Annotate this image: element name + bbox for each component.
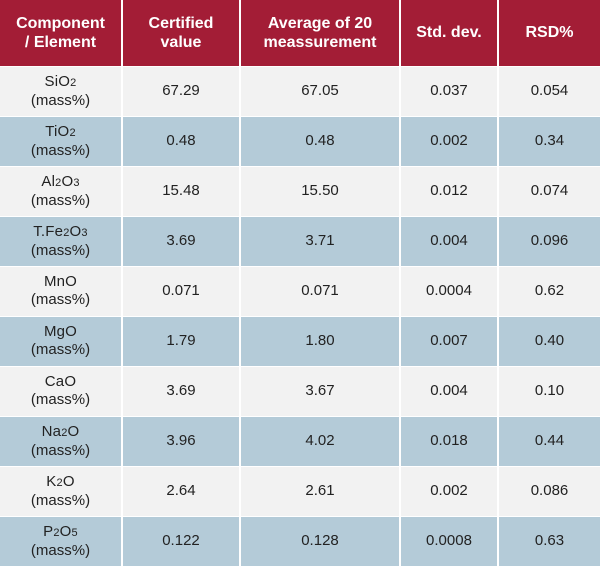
component-formula: MgO: [43, 323, 78, 340]
std-dev-cell: 0.002: [400, 465, 499, 516]
table-row: T.Fe2O3 (mass%) 3.69 3.71 0.004 0.096: [0, 215, 600, 266]
header-rsd: RSD%: [498, 0, 600, 66]
std-dev-cell: 0.018: [400, 415, 499, 466]
certified-value-cell: 15.48: [122, 165, 241, 216]
component-cell: P2O5 (mass%): [0, 515, 123, 566]
table-row: MgO (mass%) 1.79 1.80 0.007 0.40: [0, 315, 600, 366]
header-line: RSD%: [525, 24, 574, 42]
table-row: SiO2 (mass%) 67.29 67.05 0.037 0.054: [0, 65, 600, 116]
certified-value-cell: 67.29: [122, 65, 241, 116]
component-unit: (mass%): [30, 191, 91, 209]
average-cell: 67.05: [240, 65, 401, 116]
component-formula: TiO2: [45, 122, 76, 140]
component-cell: MnO (mass%): [0, 265, 123, 316]
table-row: K2O (mass%) 2.64 2.61 0.002 0.086: [0, 465, 600, 516]
header-certified-value: Certified value: [122, 0, 241, 66]
table-row: P2O5 (mass%) 0.122 0.128 0.0008 0.63: [0, 515, 600, 566]
std-dev-cell: 0.004: [400, 215, 499, 266]
header-line: Average of 20: [267, 14, 373, 32]
table-row: Na2O (mass%) 3.96 4.02 0.018 0.44: [0, 415, 600, 466]
rsd-cell: 0.62: [498, 265, 600, 316]
rsd-cell: 0.086: [498, 465, 600, 516]
component-unit: (mass%): [30, 391, 91, 408]
average-cell: 3.67: [240, 365, 401, 416]
rsd-cell: 0.44: [498, 415, 600, 466]
rsd-cell: 0.34: [498, 115, 600, 166]
header-line: / Element: [24, 33, 97, 51]
std-dev-cell: 0.037: [400, 65, 499, 116]
component-formula: K2O: [46, 472, 75, 490]
average-cell: 15.50: [240, 165, 401, 216]
rsd-cell: 0.074: [498, 165, 600, 216]
header-line: Component: [16, 14, 105, 32]
header-line: value: [160, 33, 202, 51]
rsd-cell: 0.054: [498, 65, 600, 116]
certified-value-cell: 2.64: [122, 465, 241, 516]
component-formula: P2O5: [43, 522, 78, 540]
component-formula: CaO: [44, 373, 77, 390]
component-cell: T.Fe2O3 (mass%): [0, 215, 123, 266]
component-cell: K2O (mass%): [0, 465, 123, 516]
certified-value-cell: 0.48: [122, 115, 241, 166]
std-dev-cell: 0.012: [400, 165, 499, 216]
header-line: meassurement: [263, 33, 377, 51]
component-formula: T.Fe2O3: [33, 222, 88, 240]
component-cell: TiO2 (mass%): [0, 115, 123, 166]
component-formula: Al2O3: [41, 172, 80, 190]
certified-value-cell: 1.79: [122, 315, 241, 366]
component-formula: MnO: [43, 273, 78, 290]
average-cell: 0.071: [240, 265, 401, 316]
component-unit: (mass%): [30, 91, 91, 109]
rsd-cell: 0.10: [498, 365, 600, 416]
table-row: CaO (mass%) 3.69 3.67 0.004 0.10: [0, 365, 600, 416]
average-cell: 3.71: [240, 215, 401, 266]
header-line: Certified: [148, 14, 214, 32]
component-formula: SiO2: [44, 72, 77, 90]
table-row: Al2O3 (mass%) 15.48 15.50 0.012 0.074: [0, 165, 600, 216]
header-line: Std. dev.: [416, 24, 482, 42]
header-row: Component / Element Certified value Averag…: [0, 0, 600, 66]
component-unit: (mass%): [30, 141, 91, 159]
std-dev-cell: 0.004: [400, 365, 499, 416]
component-cell: MgO (mass%): [0, 315, 123, 366]
rsd-cell: 0.40: [498, 315, 600, 366]
average-cell: 0.48: [240, 115, 401, 166]
rsd-cell: 0.096: [498, 215, 600, 266]
std-dev-cell: 0.0008: [400, 515, 499, 566]
component-unit: (mass%): [30, 291, 91, 308]
component-unit: (mass%): [30, 441, 91, 459]
component-unit: (mass%): [30, 341, 91, 358]
average-cell: 2.61: [240, 465, 401, 516]
component-cell: Na2O (mass%): [0, 415, 123, 466]
std-dev-cell: 0.002: [400, 115, 499, 166]
certified-value-cell: 0.071: [122, 265, 241, 316]
header-average: Average of 20 meassurement: [240, 0, 401, 66]
component-cell: Al2O3 (mass%): [0, 165, 123, 216]
average-cell: 4.02: [240, 415, 401, 466]
table-body: SiO2 (mass%) 67.29 67.05 0.037 0.054 TiO2 (mass…: [0, 65, 600, 566]
component-formula: Na2O: [41, 422, 80, 440]
component-unit: (mass%): [30, 541, 91, 559]
table-row: MnO (mass%) 0.071 0.071 0.0004 0.62: [0, 265, 600, 316]
rsd-cell: 0.63: [498, 515, 600, 566]
header-std-dev: Std. dev.: [400, 0, 499, 66]
certified-value-cell: 0.122: [122, 515, 241, 566]
std-dev-cell: 0.007: [400, 315, 499, 366]
header-component: Component / Element: [0, 0, 123, 66]
component-unit: (mass%): [30, 491, 91, 509]
average-cell: 1.80: [240, 315, 401, 366]
certified-value-cell: 3.69: [122, 215, 241, 266]
certified-value-cell: 3.69: [122, 365, 241, 416]
component-cell: SiO2 (mass%): [0, 65, 123, 116]
component-unit: (mass%): [30, 241, 91, 259]
average-cell: 0.128: [240, 515, 401, 566]
component-cell: CaO (mass%): [0, 365, 123, 416]
table-header: Component / Element Certified value Averag…: [0, 0, 600, 66]
table-row: TiO2 (mass%) 0.48 0.48 0.002 0.34: [0, 115, 600, 166]
std-dev-cell: 0.0004: [400, 265, 499, 316]
certified-value-cell: 3.96: [122, 415, 241, 466]
